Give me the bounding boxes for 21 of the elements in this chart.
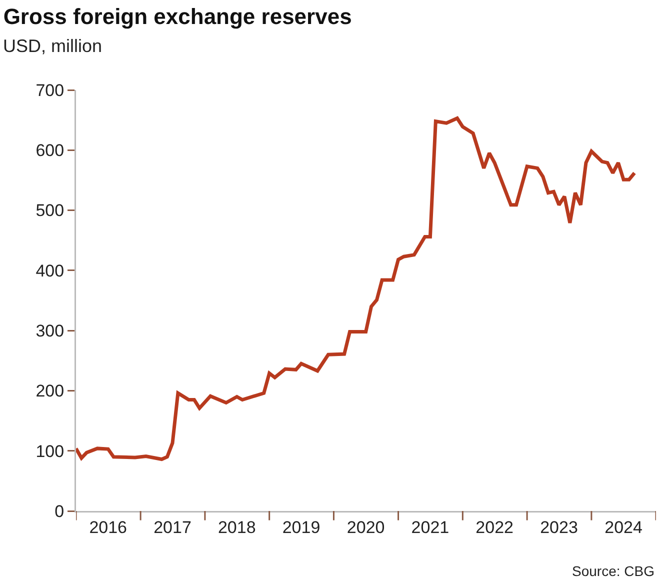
source-note: Source: CBG	[572, 563, 654, 579]
y-tick-label: 100	[36, 442, 64, 461]
chart-subtitle: USD, million	[3, 36, 102, 56]
x-tick-label: 2023	[540, 518, 578, 537]
x-tick-label: 2017	[154, 518, 192, 537]
y-tick-label: 400	[36, 261, 64, 280]
y-tick-label: 600	[36, 141, 64, 160]
y-tick-label: 300	[36, 322, 64, 341]
y-tick-label: 200	[36, 382, 64, 401]
x-tick-label: 2020	[346, 518, 385, 537]
x-tick-label: 2018	[218, 518, 256, 537]
x-tick-label: 2019	[282, 518, 320, 537]
x-tick-label: 2016	[89, 518, 128, 537]
y-tick-label: 0	[54, 502, 64, 521]
x-tick-label: 2021	[411, 518, 450, 537]
line-series	[76, 116, 636, 462]
chart-title: Gross foreign exchange reserves	[3, 4, 352, 30]
x-tick-label: 2022	[476, 518, 514, 537]
y-tick-label: 700	[36, 80, 64, 100]
x-tick-label: 2024	[604, 518, 642, 537]
y-tick-label: 500	[36, 201, 64, 220]
